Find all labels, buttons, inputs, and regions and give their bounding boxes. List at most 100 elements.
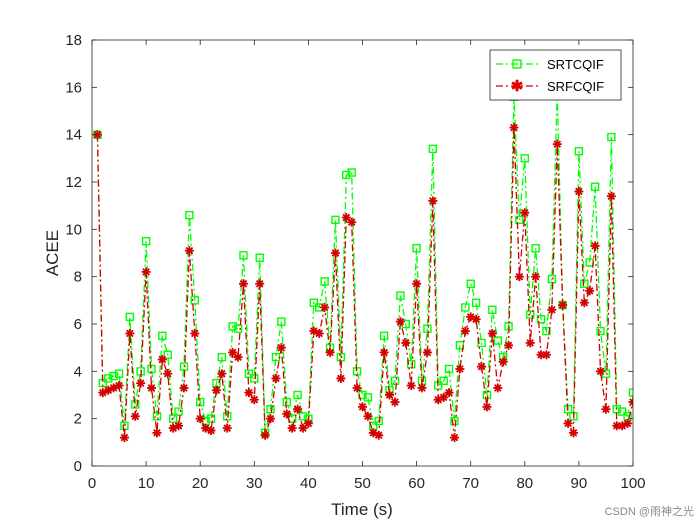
point-srfcqif [623, 418, 633, 428]
point-srtcqif [536, 315, 546, 324]
point-srtcqif [190, 296, 199, 305]
point-srtcqif [379, 331, 389, 341]
point-srtcqif [590, 182, 600, 191]
point-srfcqif [130, 411, 140, 421]
point-srtcqif [628, 388, 633, 397]
point-srfcqif [141, 267, 151, 277]
x-tick-label: 70 [462, 475, 479, 492]
y-axis: 0 2 4 6 8 10 12 14 16 18 [65, 32, 633, 475]
point-srtcqif [244, 369, 254, 378]
point-srtcqif [374, 416, 383, 426]
point-srtcqif [342, 170, 351, 180]
x-tick-label: 90 [571, 475, 588, 492]
point-srfcqif [606, 191, 616, 201]
point-srtcqif [471, 298, 481, 307]
point-srfcqif [233, 352, 243, 362]
x-tick-label: 40 [300, 475, 317, 492]
point-srtcqif [444, 364, 454, 374]
y-tick-label: 18 [65, 32, 82, 49]
point-srtcqif [412, 244, 421, 253]
point-srtcqif [515, 215, 524, 225]
point-srtcqif [168, 414, 178, 423]
point-srfcqif [211, 385, 221, 395]
point-srfcqif [174, 421, 184, 431]
point-srfcqif [520, 208, 530, 218]
point-srfcqif [352, 383, 362, 393]
point-srfcqif [444, 388, 454, 398]
point-srtcqif [428, 144, 438, 154]
point-srfcqif [152, 428, 162, 438]
point-srtcqif [488, 305, 497, 314]
point-srtcqif [293, 390, 302, 400]
x-tick-label: 10 [138, 475, 155, 492]
y-axis-title: ACEE [43, 230, 62, 276]
point-srfcqif [395, 317, 405, 327]
point-srtcqif [141, 236, 151, 246]
point-srtcqif [607, 132, 616, 142]
point-srtcqif [131, 400, 140, 409]
y-tick-label: 16 [65, 79, 82, 96]
point-srfcqif [509, 123, 519, 133]
plot-area [91, 39, 634, 467]
point-srfcqif [385, 390, 395, 400]
point-srtcqif [461, 303, 470, 312]
point-srfcqif [563, 418, 573, 428]
y-tick-label: 12 [65, 174, 82, 191]
point-srfcqif [336, 373, 346, 383]
point-srfcqif [119, 433, 129, 443]
point-srtcqif [233, 324, 243, 333]
point-srtcqif [363, 393, 373, 402]
point-srtcqif [125, 312, 135, 322]
point-srtcqif [526, 310, 535, 319]
point-srfcqif [163, 369, 173, 379]
x-tick-label: 30 [246, 475, 263, 492]
point-srtcqif [223, 412, 232, 421]
point-srtcqif [217, 352, 227, 362]
plot-background [92, 40, 633, 466]
point-srtcqif [477, 338, 486, 348]
point-srfcqif [255, 279, 265, 289]
point-srfcqif [493, 383, 503, 393]
point-srfcqif [222, 423, 232, 433]
x-tick-label: 20 [192, 475, 209, 492]
point-srfcqif [249, 395, 259, 405]
legend-box [489, 49, 622, 101]
y-tick-label: 0 [74, 458, 82, 475]
x-tick-label: 60 [408, 475, 425, 492]
point-srfcqif [422, 347, 432, 357]
point-srtcqif [423, 324, 432, 333]
point-srfcqif [190, 328, 200, 338]
point-srtcqif [147, 364, 156, 374]
point-srtcqif [396, 291, 405, 300]
point-srfcqif [157, 355, 167, 364]
point-srtcqif [114, 369, 124, 378]
point-srtcqif [185, 210, 194, 220]
point-srfcqif [455, 364, 465, 374]
point-srtcqif [277, 317, 286, 326]
y-tick-label: 10 [65, 221, 82, 238]
point-srtcqif [531, 244, 540, 253]
point-srtcqif [347, 168, 356, 177]
point-srtcqif [228, 322, 237, 331]
point-srfcqif [271, 373, 281, 383]
point-srtcqif [450, 416, 459, 426]
point-srfcqif [525, 338, 535, 348]
point-srfcqif [379, 347, 389, 357]
legend-label-srfcqif: SRFCQIF [547, 79, 604, 94]
legend-entry-srfcqif: ✱ SRFCQIF [496, 77, 604, 95]
point-srtcqif [298, 412, 308, 421]
point-srfcqif [531, 272, 541, 282]
legend-label-srtcqif: SRTCQIF [547, 57, 604, 72]
point-srtcqif [574, 147, 584, 156]
point-srfcqif [547, 305, 557, 315]
point-srfcqif [347, 217, 357, 227]
legend-marker-star: ✱ [511, 77, 524, 95]
point-srfcqif [260, 430, 270, 440]
point-srfcqif [217, 369, 227, 379]
point-srfcqif [358, 402, 367, 412]
point-srfcqif [541, 350, 551, 360]
series-line-srtcqif [96, 92, 633, 434]
point-srfcqif [482, 402, 492, 412]
point-srtcqif [179, 362, 189, 371]
